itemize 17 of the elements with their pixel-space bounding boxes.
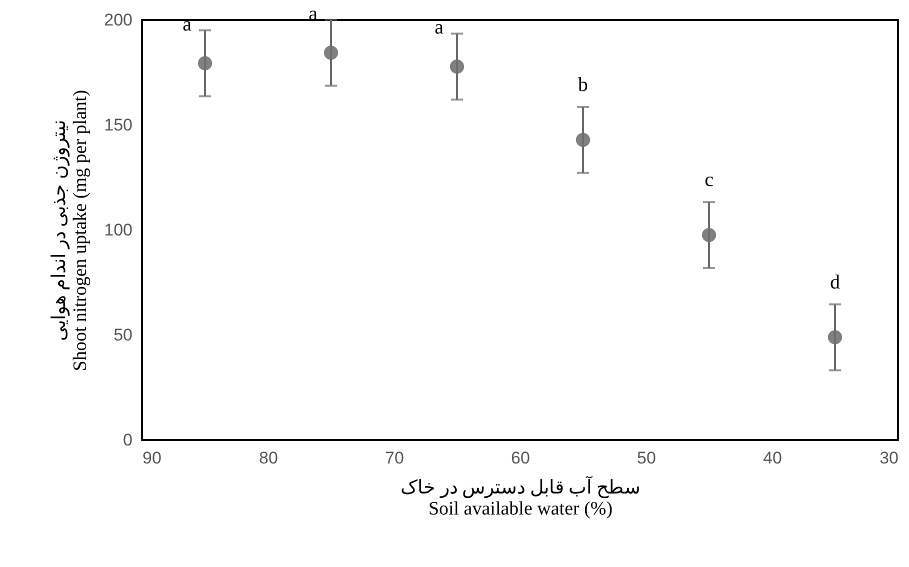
annotation: d xyxy=(830,271,840,294)
annotation: a xyxy=(182,13,192,36)
x-tick-label: 90 xyxy=(142,448,162,468)
x-tick-label: 50 xyxy=(637,448,656,468)
y-tick-label: 150 xyxy=(104,116,132,134)
y-tick-label: 50 xyxy=(114,326,132,344)
x-tick-label: 30 xyxy=(880,448,898,468)
x-tick-label: 60 xyxy=(511,448,530,468)
y-tick-label: 200 xyxy=(104,10,132,30)
annotation: a xyxy=(434,16,444,39)
x-tick-label: 40 xyxy=(763,448,782,468)
x-tick-label: 80 xyxy=(259,448,278,468)
y-tick-label: 0 xyxy=(123,430,132,450)
x-tick-label: 70 xyxy=(385,448,404,468)
y-tick-label: 100 xyxy=(104,220,132,240)
annotation: b xyxy=(578,74,588,96)
annotation: c xyxy=(704,169,714,192)
